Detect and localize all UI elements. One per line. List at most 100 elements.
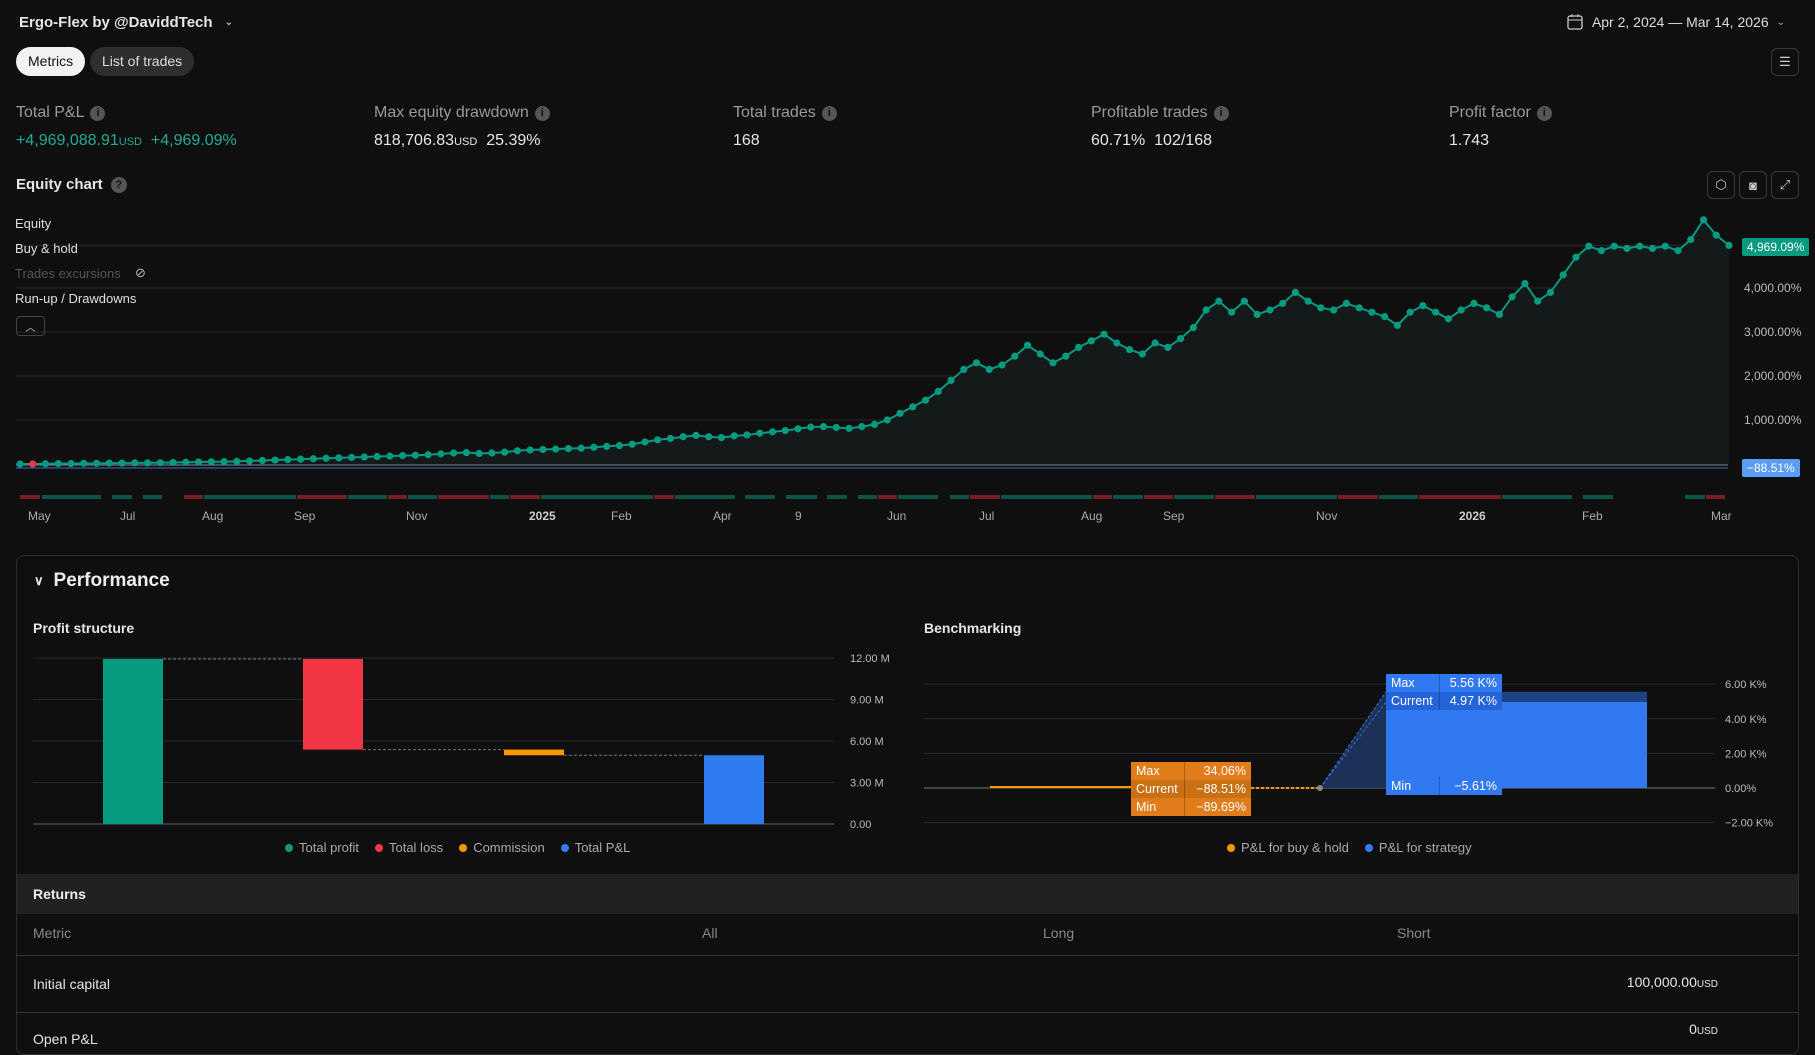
metric-total-trades: Total trades i 168	[733, 104, 837, 150]
equity-point	[1712, 231, 1720, 239]
row-metric-initial-capital: Initial capital	[33, 976, 111, 992]
strategy-stats: Max 5.56 K% Current 4.97 K%	[1386, 674, 1502, 710]
runup-bar	[1001, 495, 1092, 499]
equity-point	[539, 445, 547, 454]
info-icon[interactable]: i	[534, 105, 550, 121]
equity-point	[182, 458, 190, 466]
snapshot-button[interactable]: ◙	[1739, 171, 1767, 199]
runup-bar	[112, 495, 132, 499]
equity-point	[1266, 306, 1274, 314]
rows-icon: ☰	[1779, 54, 1791, 69]
metric-value: 1.743	[1449, 132, 1490, 149]
equity-point	[360, 453, 368, 461]
equity-point	[16, 460, 24, 468]
collapse-legend-button[interactable]: ︿	[16, 316, 45, 336]
legend-total-profit[interactable]: Total profit	[285, 840, 359, 855]
equity-value-badge: 4,969.09%	[1742, 238, 1810, 256]
x-tick: May	[28, 509, 51, 523]
legend-buy-hold[interactable]: Buy & hold	[15, 241, 78, 256]
info-icon[interactable]: i	[821, 105, 837, 121]
x-tick: Jun	[887, 509, 907, 523]
y-tick: 12.00 M	[850, 653, 890, 665]
legend-commission[interactable]: Commission	[459, 840, 545, 855]
x-tick: Mar	[1711, 509, 1732, 523]
equity-point	[832, 423, 840, 432]
runup-bar	[898, 495, 938, 499]
stat-label: Max	[1386, 674, 1440, 692]
profit-structure-title: Profit structure	[33, 620, 135, 636]
legend-pnl-buy-hold[interactable]: P&L for buy & hold	[1227, 840, 1349, 855]
eye-off-icon[interactable]: ⊘	[135, 265, 146, 280]
settings-button[interactable]: ⬡	[1707, 171, 1735, 199]
legend-pnl-strategy[interactable]: P&L for strategy	[1364, 840, 1472, 855]
metric-value: 168	[733, 132, 760, 149]
legend-trades-excursions[interactable]: Trades excursions	[15, 266, 121, 281]
metric-profit-factor: Profit factor i 1.743	[1449, 104, 1552, 150]
equity-point	[1291, 288, 1299, 296]
equity-point	[896, 409, 904, 417]
chevron-down-icon: ⌄	[1776, 16, 1785, 28]
returns-section-header[interactable]: Returns	[17, 874, 1798, 914]
info-icon[interactable]: i	[90, 105, 106, 121]
equity-chart-title: Equity chart?	[16, 176, 127, 193]
x-tick: Jul	[120, 509, 136, 523]
legend-total-pnl[interactable]: Total P&L	[560, 840, 630, 855]
equity-point	[475, 449, 483, 458]
equity-point	[29, 460, 37, 468]
y-tick: 1,000.00%	[1744, 413, 1802, 427]
equity-point	[564, 445, 573, 453]
runup-bar	[348, 495, 387, 499]
layout-toggle-button[interactable]: ☰	[1771, 48, 1799, 76]
equity-point	[322, 454, 330, 462]
equity-point	[1138, 350, 1146, 358]
strategy-min-stat: Min −5.61%	[1386, 777, 1502, 795]
equity-point	[692, 431, 700, 439]
legend-total-loss[interactable]: Total loss	[374, 840, 443, 855]
equity-point	[717, 434, 726, 442]
drawdown-bar	[438, 495, 489, 499]
tab-list-of-trades[interactable]: List of trades	[90, 47, 195, 76]
stat-label: Current	[1131, 780, 1185, 798]
equity-point	[819, 423, 828, 431]
legend-runup-drawdowns[interactable]: Run-up / Drawdowns	[15, 291, 137, 306]
chevron-down-icon: ∨	[34, 573, 44, 588]
fullscreen-button[interactable]: ⤢	[1771, 171, 1799, 199]
metric-extra: +4,969.09%	[150, 132, 237, 149]
x-tick: 2026	[1459, 509, 1486, 523]
tab-metrics[interactable]: Metrics	[16, 47, 86, 76]
metric-value: 818,706.83	[374, 132, 455, 149]
runup-bar	[1583, 495, 1613, 499]
equity-point	[756, 429, 764, 437]
equity-point	[194, 458, 203, 466]
chevron-down-icon: ⌄	[224, 17, 233, 28]
runup-bar	[408, 495, 437, 499]
help-icon[interactable]: ?	[110, 176, 127, 193]
performance-toggle[interactable]: ∨ Performance	[34, 570, 170, 592]
equity-point	[143, 459, 152, 467]
x-tick: Aug	[202, 509, 224, 523]
equity-point	[960, 365, 968, 373]
equity-point	[628, 440, 636, 448]
runup-bar	[858, 495, 877, 499]
equity-point	[347, 453, 356, 461]
equity-point	[1546, 288, 1555, 296]
equity-point	[1164, 343, 1172, 351]
stat-value: −89.69%	[1185, 798, 1251, 816]
equity-point	[220, 457, 228, 466]
performance-title: Performance	[53, 570, 170, 591]
info-icon[interactable]: i	[1213, 105, 1229, 121]
equity-point	[245, 457, 254, 465]
equity-point	[80, 459, 88, 467]
stat-label: Min	[1131, 798, 1185, 816]
drawdown-bar	[970, 495, 1000, 499]
runup-bar	[541, 495, 653, 499]
legend-equity[interactable]: Equity	[15, 216, 52, 231]
strategy-title[interactable]: Ergo-Flex by @DaviddTech ⌄	[19, 14, 233, 31]
y-tick: 6.00 K%	[1725, 679, 1767, 691]
equity-point	[1636, 242, 1644, 250]
equity-chart	[16, 216, 1733, 499]
equity-point	[1508, 293, 1516, 301]
date-range-picker[interactable]: Apr 2, 2024 — Mar 14, 2026 ⌄	[1566, 13, 1785, 31]
info-icon[interactable]: i	[1536, 105, 1552, 121]
stat-label: Current	[1386, 692, 1440, 710]
